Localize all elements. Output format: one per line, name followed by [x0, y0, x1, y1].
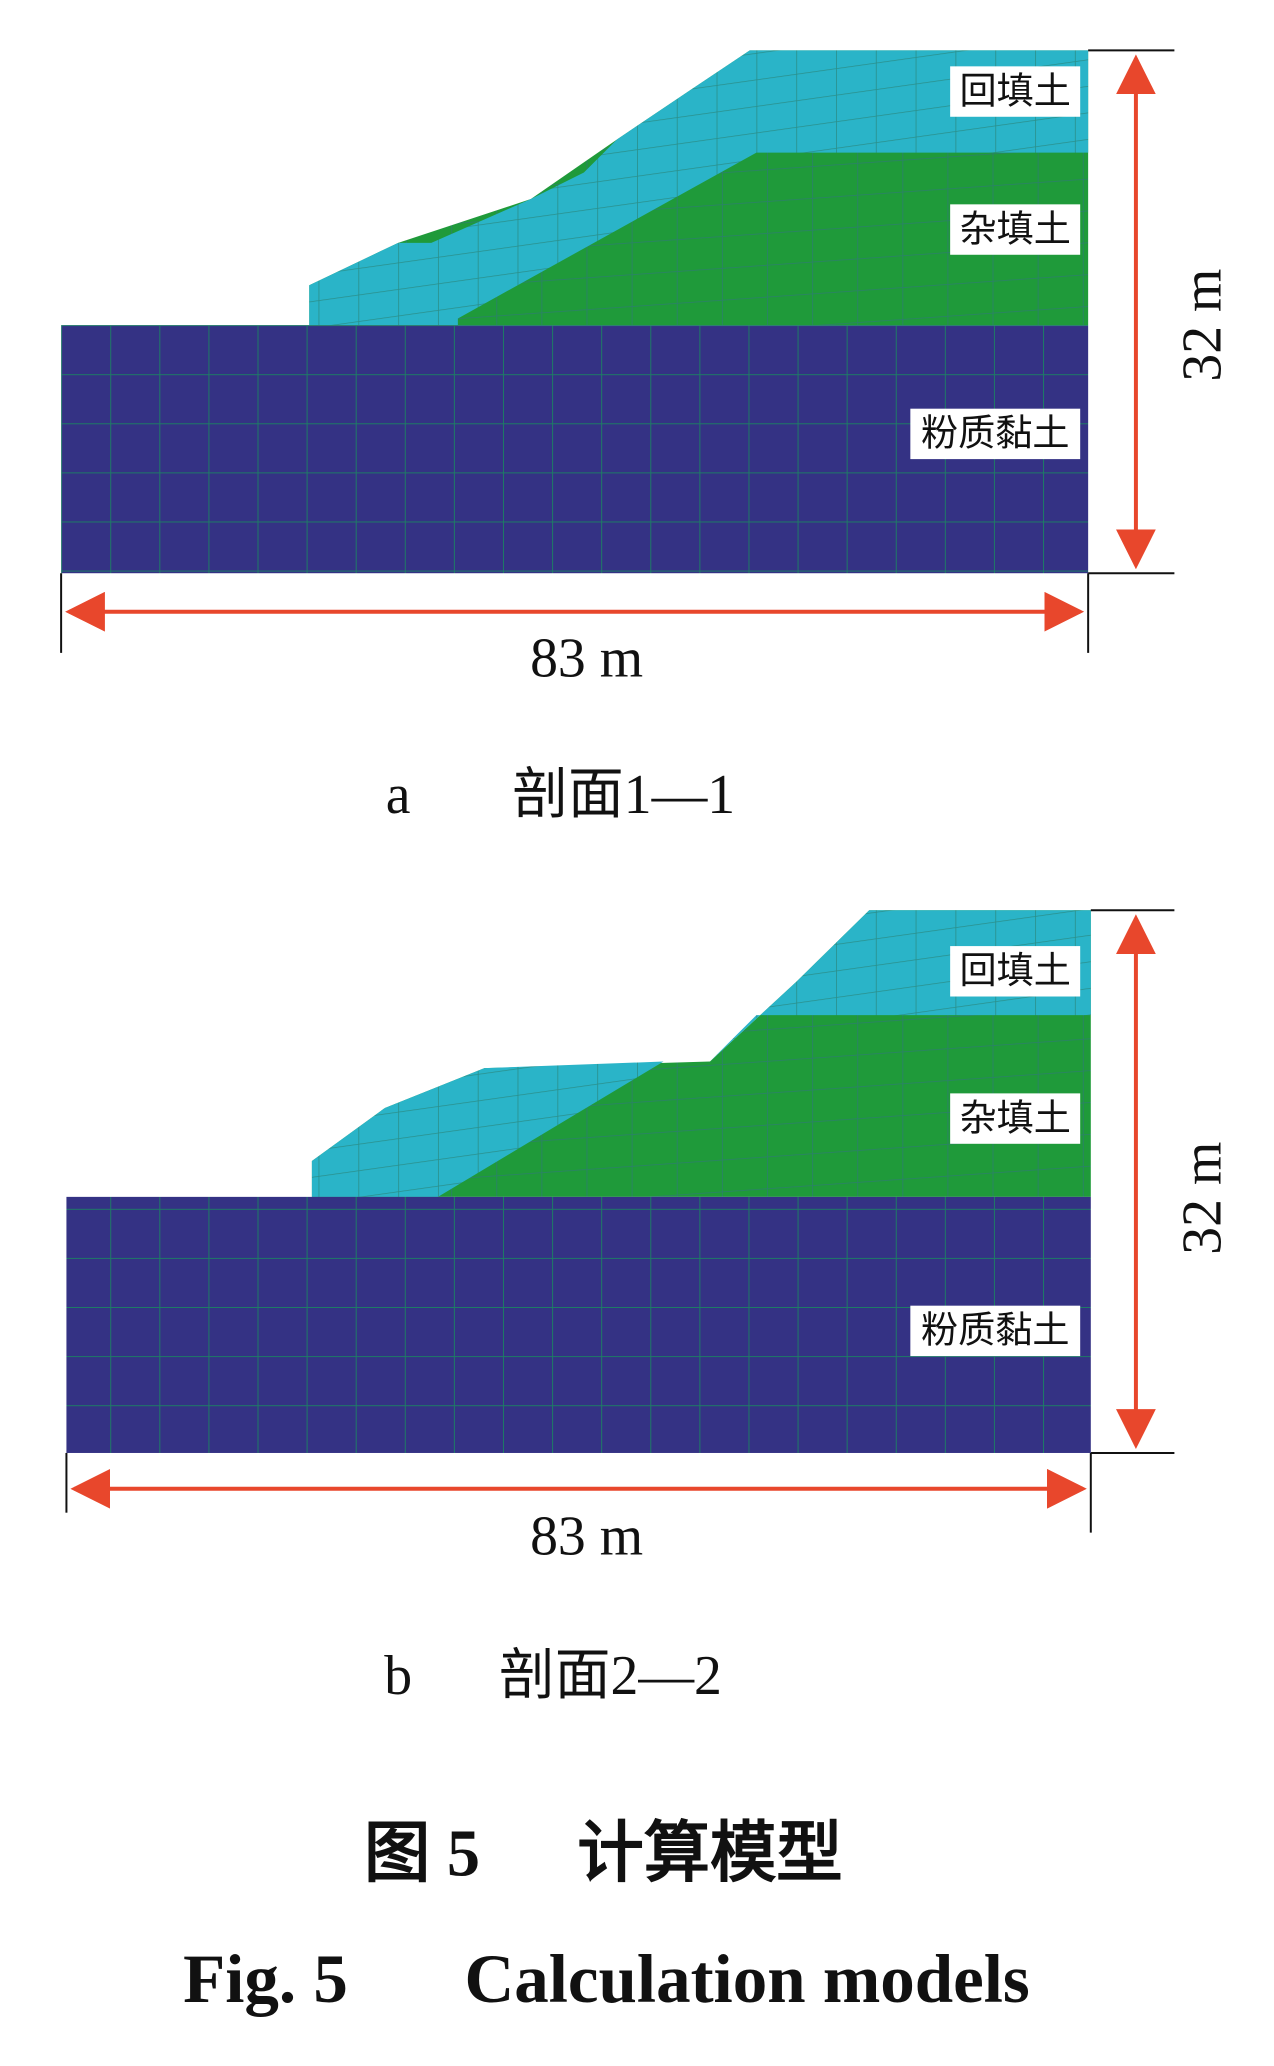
- label-box: [950, 66, 1081, 117]
- layer-label: 粉质黏土: [921, 412, 1070, 455]
- layer-label: 回填土: [959, 949, 1070, 992]
- caption-label: Fig. 5: [183, 1941, 348, 2017]
- panel-b: 回填土 杂填土 粉质黏土 32 m 83 m b 剖面2—2: [65, 909, 1233, 1707]
- label-box: [910, 1305, 1081, 1357]
- label-box: [950, 1093, 1081, 1144]
- label-box: [910, 408, 1081, 460]
- height-label: 32 m: [1171, 269, 1233, 382]
- width-label: 83 m: [530, 1506, 643, 1568]
- caption-label: 图 5: [364, 1818, 480, 1891]
- panel-id: a: [386, 764, 411, 826]
- layer-label: 杂填土: [959, 207, 1070, 250]
- height-label: 32 m: [1171, 1142, 1233, 1255]
- layer-label: 回填土: [959, 69, 1070, 112]
- caption-text: Calculation models: [464, 1941, 1029, 2017]
- panel-a: 回填土 杂填土 粉质黏土 32 m 83 m a 剖面1—1: [60, 49, 1233, 826]
- panel-id: b: [384, 1645, 412, 1707]
- backfill-layer: [309, 50, 1089, 326]
- panel-title: 剖面1—1: [512, 764, 735, 826]
- width-label: 83 m: [530, 627, 643, 689]
- label-box: [950, 946, 1081, 997]
- label-box: [950, 204, 1081, 255]
- layer-label: 杂填土: [959, 1096, 1070, 1139]
- backfill-layer: [311, 910, 1091, 1197]
- layer-label: 粉质黏土: [921, 1309, 1070, 1352]
- panel-title: 剖面2—2: [499, 1645, 722, 1707]
- caption-text: 计算模型: [577, 1818, 842, 1891]
